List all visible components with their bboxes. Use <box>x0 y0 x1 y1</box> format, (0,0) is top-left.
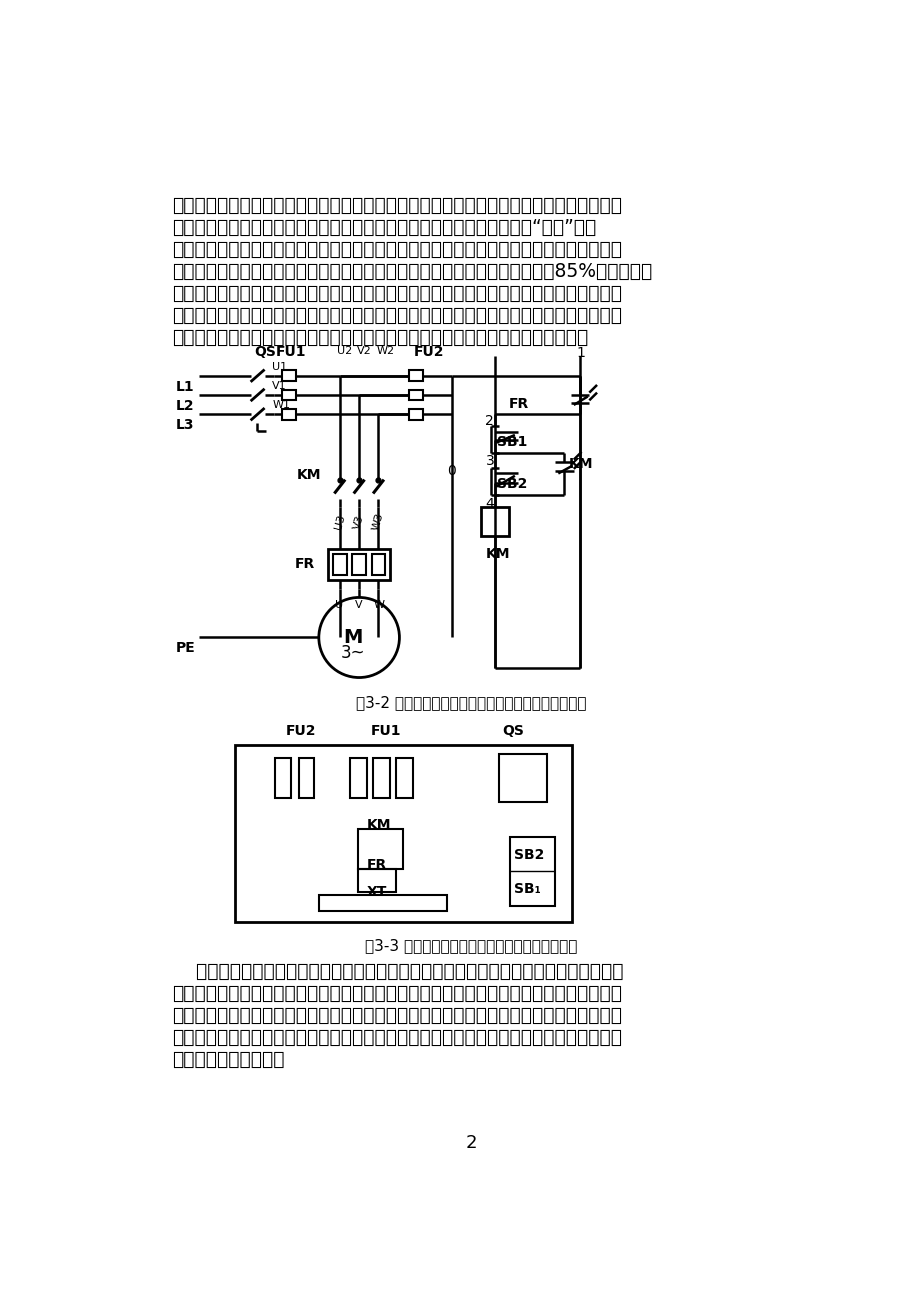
Bar <box>235 745 572 922</box>
Text: FU1: FU1 <box>370 724 401 738</box>
Text: V3: V3 <box>352 513 366 530</box>
Bar <box>282 389 296 400</box>
Text: 了人身和设备的安全。: 了人身和设备的安全。 <box>171 1049 284 1069</box>
Text: V: V <box>354 600 362 609</box>
Text: U: U <box>335 600 343 609</box>
Circle shape <box>319 598 399 677</box>
Text: 3: 3 <box>485 454 494 469</box>
Bar <box>299 758 313 798</box>
Bar <box>357 829 403 870</box>
Bar <box>371 553 385 575</box>
Bar <box>333 553 346 575</box>
Text: KM: KM <box>568 457 592 471</box>
Bar <box>319 896 447 911</box>
Text: 失压保护：失压保护是指电动机在正常运行中，由于外界某中原因引起突然断电时，能: 失压保护：失压保护是指电动机在正常运行中，由于外界某中原因引起突然断电时，能 <box>171 962 622 980</box>
Text: 4: 4 <box>485 496 494 510</box>
Text: SB₁: SB₁ <box>514 881 540 896</box>
Text: 减小。当电磁吸力减小到小于反作用弹簧的拉力时，动铁心被迫释放，带动主触头、自锁触: 减小。当电磁吸力减小到小于反作用弹簧的拉力时，动铁心被迫释放，带动主触头、自锁触 <box>171 306 621 326</box>
Text: L3: L3 <box>176 418 194 432</box>
Text: FU1: FU1 <box>275 345 306 359</box>
Bar <box>409 389 423 400</box>
Text: 自动切断电动机电源。当重新供电时，保证电动机不能自行启动，避免造成设备和人身伤亡: 自动切断电动机电源。当重新供电时，保证电动机不能自行启动，避免造成设备和人身伤亡 <box>171 983 621 1003</box>
Text: L2: L2 <box>176 398 194 413</box>
Text: 接触器线圈两端的电压也同样下降到一定値，从而使接触器线圈磁通减弱，产生的电磁吸力: 接触器线圈两端的电压也同样下降到一定値，从而使接触器线圈磁通减弱，产生的电磁吸力 <box>171 284 621 303</box>
Text: QS: QS <box>502 724 524 738</box>
Bar <box>349 758 367 798</box>
Text: 图3-3 三相异步电动机正转控制线路的电器布置图: 图3-3 三相异步电动机正转控制线路的电器布置图 <box>365 939 577 953</box>
Text: 电动机接通电源但不转动）的现象，以致损坏电动机。采用接触器自锁正转控制线路就可避: 电动机接通电源但不转动）的现象，以致损坏电动机。采用接触器自锁正转控制线路就可避 <box>171 240 621 259</box>
Text: W2: W2 <box>376 345 394 355</box>
Bar <box>282 409 296 419</box>
Text: QS: QS <box>255 345 276 359</box>
Bar <box>352 553 366 575</box>
Text: KM: KM <box>297 469 322 482</box>
Text: 免电动机欠压运行，这是因为当线路电压下降到一定値（一般指低于额定电压85%以下）时，: 免电动机欠压运行，这是因为当线路电压下降到一定値（一般指低于额定电压85%以下）… <box>171 262 652 281</box>
Text: PE: PE <box>176 641 195 655</box>
Text: XT: XT <box>367 885 387 900</box>
Bar <box>275 758 290 798</box>
Text: 事故。采用接触器自锁控制线路，由于接触器自锁触头和主触头在电源断电时已经断开，使: 事故。采用接触器自锁控制线路，由于接触器自锁触头和主触头在电源断电时已经断开，使 <box>171 1005 621 1025</box>
Text: KM: KM <box>485 547 509 561</box>
Text: 2: 2 <box>485 414 494 428</box>
Text: 1: 1 <box>575 345 584 359</box>
Text: FU2: FU2 <box>285 724 315 738</box>
Text: SB2: SB2 <box>514 849 544 862</box>
Text: 护。因为当线路电压下降时，电动机的转矩随之减小，电动机的转速也随之降低，从而使电: 护。因为当线路电压下降时，电动机的转矩随之减小，电动机的转速也随之降低，从而使电 <box>171 197 621 215</box>
Text: SB1: SB1 <box>496 435 527 449</box>
Text: FR: FR <box>294 557 314 570</box>
Text: W3: W3 <box>371 512 385 533</box>
Text: U1: U1 <box>272 362 287 372</box>
Text: W: W <box>373 600 384 609</box>
Bar <box>373 758 390 798</box>
Text: 图3-2 三相异步电动机的自锁正转控制线路电气原理图: 图3-2 三相异步电动机的自锁正转控制线路电气原理图 <box>356 695 586 710</box>
Bar <box>409 409 423 419</box>
Text: SB2: SB2 <box>496 478 527 491</box>
Text: V2: V2 <box>357 345 371 355</box>
Bar <box>396 758 413 798</box>
Text: M: M <box>343 629 362 647</box>
Bar <box>409 370 423 381</box>
Bar <box>328 549 390 579</box>
Text: L1: L1 <box>176 380 194 393</box>
Text: W1: W1 <box>272 400 290 410</box>
Bar <box>481 506 508 536</box>
Bar <box>357 870 396 892</box>
Text: 0: 0 <box>447 465 456 478</box>
Text: U2: U2 <box>337 345 352 355</box>
Bar <box>498 754 546 802</box>
Text: U3: U3 <box>333 513 346 531</box>
Text: 动机的工作电流增大，影响电动机的正常运行，电压下降严重时还会引起“堵转”（即: 动机的工作电流增大，影响电动机的正常运行，电压下降严重时还会引起“堵转”（即 <box>171 219 596 237</box>
Text: FR: FR <box>367 858 387 872</box>
Text: 控制电路和主电路都不能接通。所以在电源恢复供电时，电动机就不能自行启动运转，保证: 控制电路和主电路都不能接通。所以在电源恢复供电时，电动机就不能自行启动运转，保证 <box>171 1027 621 1047</box>
Text: 3~: 3~ <box>340 643 365 661</box>
Text: 头同时断开，自动切断主电路和控制电路，电动机失电停转，达到欠压保护的目的。: 头同时断开，自动切断主电路和控制电路，电动机失电停转，达到欠压保护的目的。 <box>171 328 587 346</box>
Bar <box>282 370 296 381</box>
Text: 2: 2 <box>465 1134 477 1152</box>
Text: KM: KM <box>367 818 391 832</box>
Bar <box>510 837 554 906</box>
Text: FU2: FU2 <box>413 345 443 359</box>
Text: FR: FR <box>508 397 528 411</box>
Text: V1: V1 <box>272 381 287 391</box>
